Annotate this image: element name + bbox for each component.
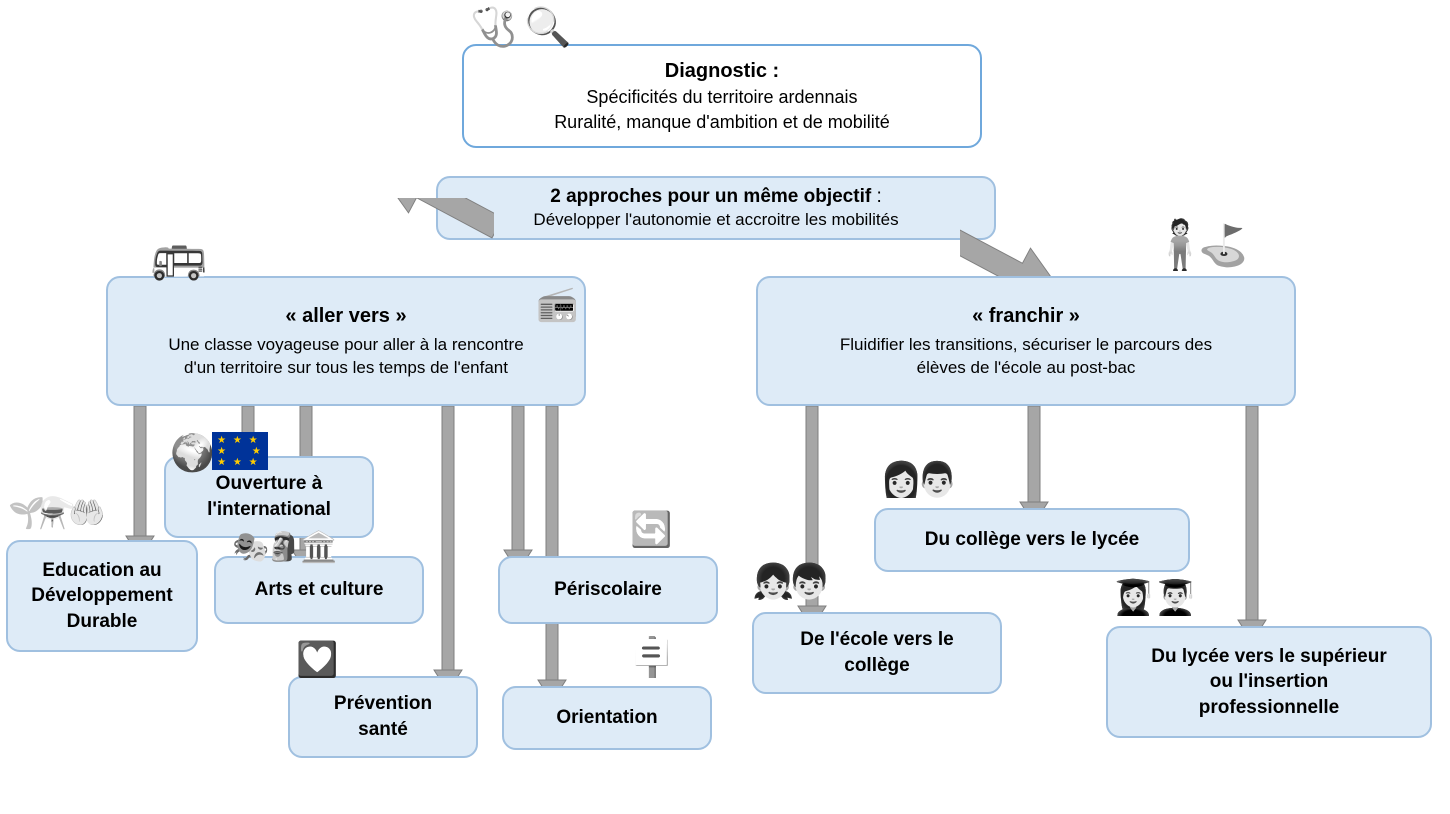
heart_hands-icon: 💟 xyxy=(296,640,338,680)
aller-line2: d'un territoire sur tous les temps de l'… xyxy=(184,357,508,380)
sub-sante: Préventionsanté xyxy=(288,676,478,758)
kids2-icon: 👦 xyxy=(788,562,830,602)
down-arrow-8 xyxy=(1237,406,1267,644)
hands_eco-icon: 🤲 xyxy=(68,496,105,531)
sub-ecole: De l'école vers lecollège xyxy=(752,612,1002,694)
arrow-to-left xyxy=(334,198,494,278)
sub-sante-label: Prévention xyxy=(334,691,432,717)
diagnostic-line1: Spécificités du territoire ardennais xyxy=(586,85,857,109)
adults-icon: 👩‍🎓 xyxy=(1112,578,1154,618)
sub-peri: Périscolaire xyxy=(498,556,718,624)
globe-icon: 🌍 xyxy=(170,432,215,474)
franchir-title: « franchir » xyxy=(972,303,1080,330)
sub-ecole-label: De l'école vers le xyxy=(800,627,953,653)
objectif-box: 2 approches pour un même objectif : Déve… xyxy=(436,176,996,240)
sub-college: Du collège vers le lycée xyxy=(874,508,1190,572)
sub-arts-label: Arts et culture xyxy=(255,577,384,603)
objectif-title: 2 approches pour un même objectif xyxy=(550,186,871,207)
diagnostic-line2: Ruralité, manque d'ambition et de mobili… xyxy=(554,110,890,134)
franchir-line1: Fluidifier les transitions, sécuriser le… xyxy=(840,334,1212,357)
magnifier-icon: 🔍 xyxy=(524,6,571,50)
teens2-icon: 👨 xyxy=(916,460,958,500)
adults2-icon: 👨‍🎓 xyxy=(1154,578,1196,618)
stethoscope-icon: 🩺 xyxy=(470,6,517,50)
sub-orient-label: Orientation xyxy=(556,705,657,731)
sub-arts: Arts et culture xyxy=(214,556,424,624)
sub-intl-label: Ouverture à xyxy=(216,471,323,497)
down-arrow-3 xyxy=(433,406,463,694)
down-arrow-0 xyxy=(125,406,155,560)
radio-icon: 📻 xyxy=(536,284,578,324)
approach-aller-vers: « aller vers » Une classe voyageuse pour… xyxy=(106,276,586,406)
masks-icon: 🎭 xyxy=(232,530,269,565)
sub-orient: Orientation xyxy=(502,686,712,750)
sub-college-label: Du collège vers le lycée xyxy=(925,527,1139,553)
sub-edd-label: Education au xyxy=(42,558,161,584)
sub-peri-label: Périscolaire xyxy=(554,577,662,603)
sub-edd: Education auDéveloppementDurable xyxy=(6,540,198,652)
sub-lycee-label: Du lycée vers le supérieur xyxy=(1151,644,1387,670)
franchir-line2: élèves de l'école au post-bac xyxy=(917,357,1136,380)
cycle-icon: 🔄 xyxy=(630,510,672,550)
arrow-to-right xyxy=(960,198,1120,278)
signpost-icon: 🪧 xyxy=(628,636,675,680)
route-icon: ⛳ xyxy=(1198,222,1248,269)
objectif-subtitle: Développer l'autonomie et accroitre les … xyxy=(533,209,898,232)
bus-icon: 🚌 xyxy=(150,228,207,283)
aller-line1: Une classe voyageuse pour aller à la ren… xyxy=(168,334,523,357)
diagnostic-title: Diagnostic : xyxy=(665,58,779,85)
eu-flag-icon: ★ ★ ★★ ★★ ★ ★ xyxy=(212,432,268,470)
down-arrow-5 xyxy=(537,406,567,704)
objectif-line: 2 approches pour un même objectif : xyxy=(550,184,882,210)
aller-title: « aller vers » xyxy=(285,303,406,330)
approach-franchir: « franchir » Fluidifier les transitions,… xyxy=(756,276,1296,406)
head-icon: 🗿 xyxy=(266,530,301,563)
museum-icon: 🏛️ xyxy=(300,530,337,565)
diagnostic-box: Diagnostic : Spécificités du territoire … xyxy=(462,44,982,148)
sub-lycee: Du lycée vers le supérieurou l'insertion… xyxy=(1106,626,1432,738)
down-arrow-4 xyxy=(503,406,533,574)
